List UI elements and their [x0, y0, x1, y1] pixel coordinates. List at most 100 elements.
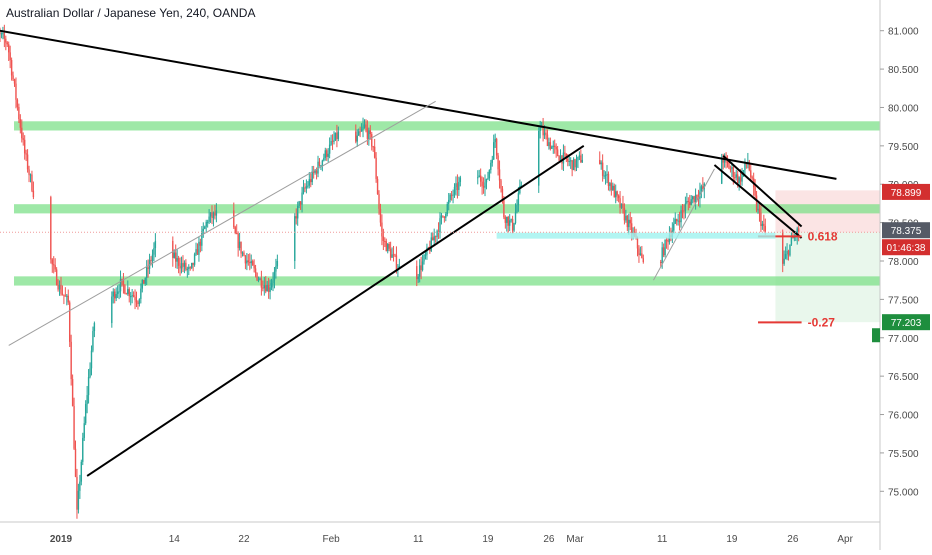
candle-up [294, 216, 296, 261]
candle-down [503, 199, 505, 218]
candle-up [786, 250, 788, 255]
candle-down [9, 52, 11, 61]
candle-up [440, 215, 443, 219]
candle-down [175, 252, 177, 262]
x-tick-label: 22 [238, 534, 250, 545]
candle-up [548, 142, 550, 147]
candle-up [188, 267, 190, 269]
candle-down [630, 223, 633, 234]
candle-down [638, 248, 640, 255]
candle-down [754, 187, 756, 196]
candle-up [202, 228, 205, 232]
candle-down [122, 279, 125, 286]
candle-up [551, 146, 553, 149]
candle-up [493, 142, 495, 160]
candle-up [664, 240, 666, 256]
candle-up [731, 167, 733, 169]
candle-down [69, 302, 71, 342]
candle-down [726, 159, 729, 164]
candle-down [60, 284, 62, 294]
stop-price-label: 78.899 [891, 188, 922, 199]
candle-down [318, 161, 321, 166]
candle-up [141, 279, 144, 289]
x-tick-label: 11 [413, 534, 424, 545]
candle-down [51, 259, 53, 265]
candle-up [205, 221, 207, 227]
target-price-label: 77.203 [891, 318, 922, 329]
x-tick-label: 19 [726, 534, 738, 545]
candle-down [211, 212, 213, 219]
candle-up [387, 244, 389, 252]
candle-down [336, 132, 338, 139]
candle-up [273, 271, 276, 281]
candle-down [304, 187, 306, 189]
candle-up [448, 199, 450, 205]
candle-up [206, 221, 209, 223]
candle-up [796, 228, 798, 237]
candle-up [490, 162, 492, 170]
candle-down [19, 119, 22, 128]
candle-up [176, 258, 178, 262]
candle-up [391, 254, 393, 258]
candle-up [552, 145, 554, 147]
candle-down [196, 249, 199, 255]
price-labels-layer: 78.899 78.375 01:46:38 77.203 [872, 183, 930, 343]
candle-down [497, 155, 499, 170]
candle-down [394, 254, 396, 256]
candle-down [382, 236, 385, 241]
target-flag [872, 328, 880, 343]
candle-down [315, 170, 318, 174]
candle-up [783, 258, 785, 264]
candle-down [755, 195, 758, 211]
candle-up [84, 404, 87, 424]
candle-down [758, 208, 761, 213]
candle-up [668, 235, 671, 243]
candle-down [792, 237, 794, 239]
x-tick-label: Apr [837, 534, 853, 545]
candle-down [381, 222, 383, 237]
candle-down [372, 146, 374, 148]
candle-up [272, 280, 274, 284]
candle-up [418, 265, 421, 277]
candle-up [212, 212, 215, 219]
candle-up [581, 159, 584, 163]
candle-up [198, 241, 200, 255]
candle-down [265, 285, 267, 292]
candle-down [574, 159, 576, 168]
candle-up [543, 132, 546, 136]
candle-up [195, 249, 197, 255]
candle-down [619, 198, 621, 208]
candle-down [295, 216, 297, 219]
candle-up [86, 395, 88, 405]
candle-down [67, 295, 69, 303]
candle-up [604, 175, 607, 177]
candle-up [323, 157, 325, 161]
candle-down [114, 291, 116, 299]
candle-down [498, 169, 501, 181]
candle-down [12, 75, 14, 80]
candle-up [487, 178, 489, 180]
candle-down [244, 255, 247, 264]
candle-up [317, 161, 319, 174]
candle-down [243, 252, 245, 256]
candle-down [437, 230, 440, 233]
candle-up [628, 219, 630, 228]
y-tick-label: 81.000 [888, 27, 919, 38]
candle-down [214, 212, 216, 216]
candle-down [376, 178, 379, 195]
candle-down [73, 406, 75, 449]
x-tick-label: Feb [322, 534, 340, 545]
candle-down [18, 106, 20, 120]
candle-up [186, 268, 189, 270]
candle-up [89, 368, 91, 378]
candle-down [732, 167, 735, 178]
candle-down [8, 44, 10, 53]
candle-up [433, 236, 435, 241]
resistance-zone [14, 121, 880, 131]
candle-up [513, 223, 515, 231]
candle-up [538, 130, 540, 186]
candle-down [542, 126, 544, 136]
candle-up [92, 331, 94, 351]
